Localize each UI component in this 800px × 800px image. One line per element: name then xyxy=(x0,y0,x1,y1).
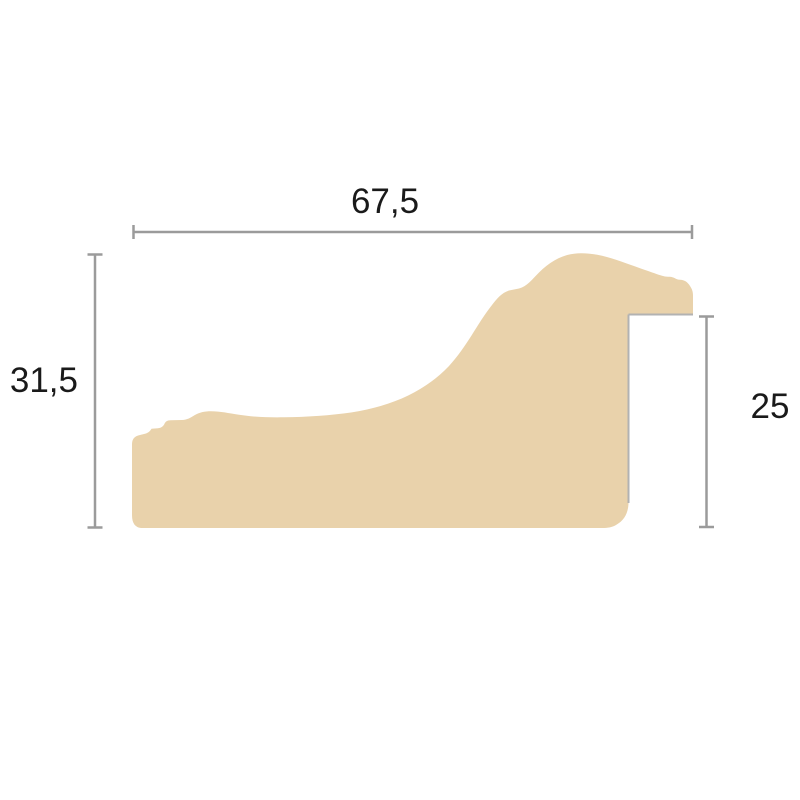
rabbet-edge-lines xyxy=(627,313,693,503)
moulding-profile-shape xyxy=(132,253,693,528)
width-dimension: 67,5 xyxy=(132,182,694,239)
width-dimension-label: 67,5 xyxy=(351,182,419,221)
width-dimension-line xyxy=(132,225,694,239)
rabbet-height-dimension: 25 xyxy=(699,315,790,529)
height-dimension-line xyxy=(87,253,103,529)
height-dimension: 31,5 xyxy=(10,253,103,529)
rabbet-height-dimension-line xyxy=(699,315,714,529)
height-dimension-label: 31,5 xyxy=(10,361,78,400)
rabbet-height-dimension-label: 25 xyxy=(751,387,790,426)
